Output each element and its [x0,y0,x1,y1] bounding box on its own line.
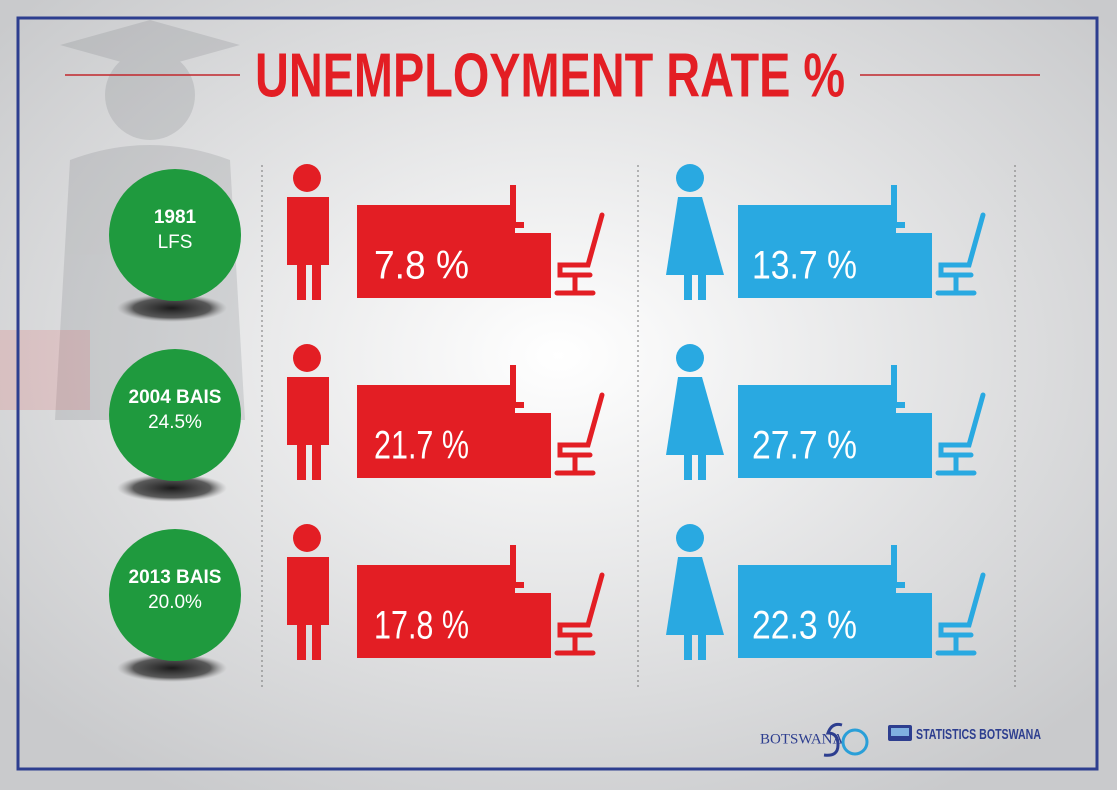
monitor-base [502,402,524,408]
female-body [666,377,724,480]
female-body [666,197,724,300]
title: UNEMPLOYMENT RATE % [255,41,845,110]
monitor [510,545,516,585]
survey-badge [109,529,241,661]
logo-text: BOTSWANA [760,731,844,747]
logo-fifty [841,728,869,756]
monitor-base [502,222,524,228]
logo-fifty [823,722,843,757]
monitor [510,365,516,405]
desk-drawer [896,233,932,298]
chair [935,392,986,476]
chair [554,572,605,656]
survey-badge [109,169,241,301]
circle-shadow [117,294,227,322]
chair [554,212,605,296]
survey-detail: 20.0% [148,592,202,613]
circle-shadow [117,474,227,502]
monitor-base [883,582,905,588]
survey-badge [109,349,241,481]
chair [935,212,986,296]
desk [738,565,896,658]
male-head [293,524,321,552]
survey-detail: 24.5% [148,412,202,433]
chair [935,572,986,656]
logo-text: STATISTICS BOTSWANA [916,726,1041,743]
desk-drawer [515,233,551,298]
row: 2013 BAIS 20.0% 17.8 % 22.3 % [109,524,986,682]
monitor [891,365,897,405]
desk-drawer [896,593,932,658]
female-rate: 13.7 % [752,244,857,288]
monitor [891,185,897,225]
male-rate: 21.7 % [374,424,469,468]
desk [357,565,515,658]
female-head [676,524,704,552]
male-body [287,377,329,480]
desk-drawer [515,413,551,478]
female-rate: 27.7 % [752,424,857,468]
desk-drawer [896,413,932,478]
male-rate: 7.8 % [374,244,469,288]
briefcase [0,330,90,410]
survey-detail: LFS [158,232,193,253]
male-body [287,197,329,300]
circle-shadow [117,654,227,682]
male-rate: 17.8 % [374,604,469,648]
frame [16,16,1099,771]
survey-name: 2004 BAIS [129,387,222,408]
male-head [293,344,321,372]
male-body [287,557,329,660]
desk [738,385,896,478]
female-head [676,344,704,372]
monitor-base [883,222,905,228]
female-head [676,164,704,192]
survey-name: 1981 [154,207,197,228]
monitor-base [883,402,905,408]
chair [554,392,605,476]
row: 1981 LFS 7.8 % 13.7 % [109,164,986,322]
desk [357,205,515,298]
logo-icon [891,728,909,736]
female-body [666,557,724,660]
desk-drawer [515,593,551,658]
monitor [891,545,897,585]
monitor-base [502,582,524,588]
female-rate: 22.3 % [752,604,857,648]
desk [738,205,896,298]
row: 2004 BAIS 24.5% 21.7 % 27.7 % [109,344,986,502]
survey-name: 2013 BAIS [129,567,222,588]
male-head [293,164,321,192]
desk [357,385,515,478]
monitor [510,185,516,225]
